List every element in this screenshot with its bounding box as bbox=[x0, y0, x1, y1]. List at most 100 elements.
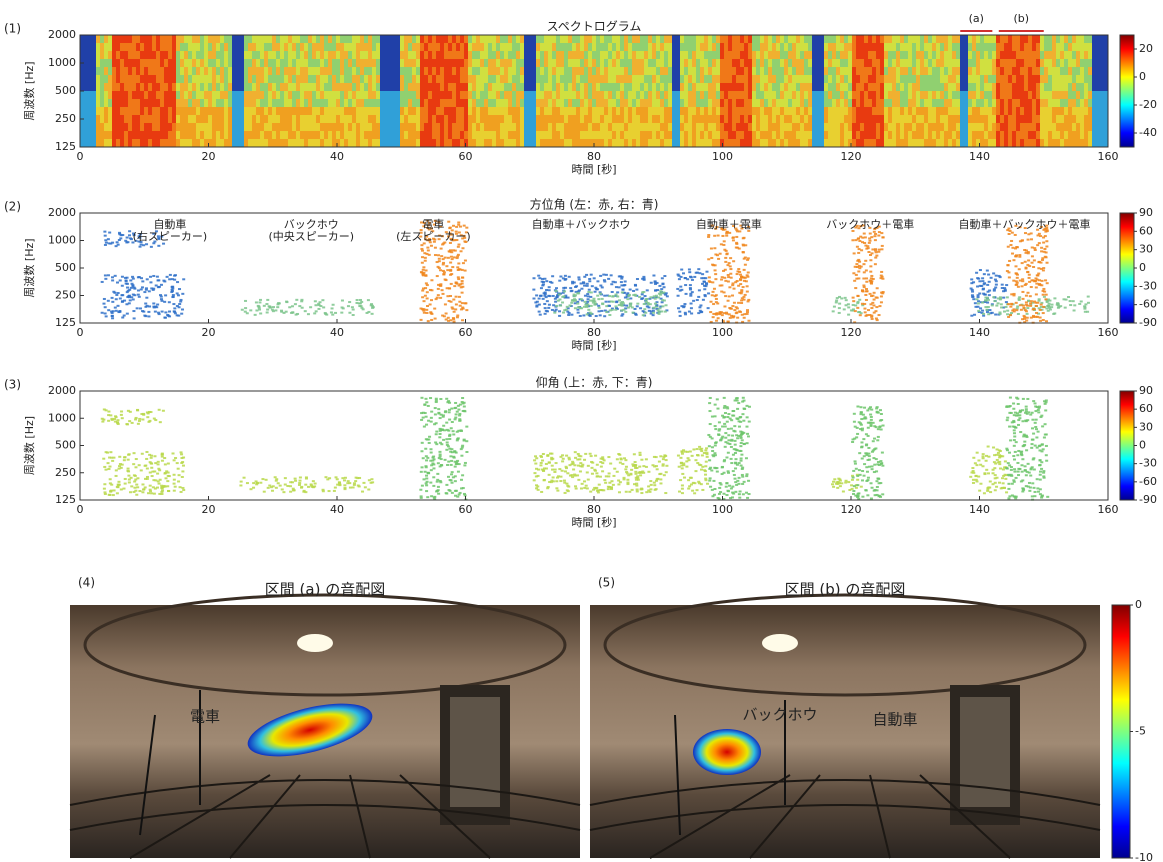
spectrogram-cell bbox=[884, 99, 888, 108]
spectrogram-cell bbox=[888, 99, 892, 108]
spectrogram-cell bbox=[980, 91, 984, 100]
spectrogram-cell bbox=[660, 139, 664, 148]
spectrogram-cell bbox=[252, 43, 256, 52]
spectrogram-cell bbox=[588, 43, 592, 52]
spectrogram-cell bbox=[772, 51, 776, 60]
estimate-speck bbox=[873, 299, 876, 301]
estimate-speck bbox=[570, 290, 573, 292]
spectrogram-cell bbox=[1012, 107, 1016, 116]
estimate-speck bbox=[683, 303, 686, 305]
spectrogram-cell bbox=[544, 115, 548, 124]
estimate-speck bbox=[453, 256, 456, 258]
spectrogram-cell bbox=[548, 51, 552, 60]
spectrogram-cell bbox=[792, 51, 796, 60]
spectrogram-cell bbox=[1008, 131, 1012, 140]
spectrogram-cell bbox=[496, 115, 500, 124]
spectrogram-cell bbox=[1048, 139, 1052, 148]
spectrogram-cell bbox=[748, 99, 752, 108]
spectrogram-cell bbox=[544, 35, 548, 44]
spectrogram-cell bbox=[176, 107, 180, 116]
spectrogram-cell bbox=[820, 75, 824, 84]
spectrogram-cell bbox=[716, 91, 720, 100]
estimate-speck bbox=[579, 315, 582, 317]
spectrogram-cell bbox=[908, 107, 912, 116]
spectrogram-cell bbox=[260, 115, 264, 124]
spectrogram-cell bbox=[108, 139, 112, 148]
spectrogram-cell bbox=[708, 83, 712, 92]
spectrogram-cell bbox=[1084, 115, 1088, 124]
estimate-speck bbox=[603, 315, 606, 317]
spectrogram-cell bbox=[408, 115, 412, 124]
spectrogram-cell bbox=[504, 131, 508, 140]
estimate-speck bbox=[266, 299, 269, 301]
spectrogram-cell bbox=[616, 59, 620, 68]
spectrogram-cell bbox=[232, 59, 236, 68]
estimate-speck bbox=[171, 288, 174, 290]
spectrogram-cell bbox=[112, 139, 116, 148]
spectrogram-cell bbox=[436, 115, 440, 124]
spectrogram-cell bbox=[228, 139, 232, 148]
estimate-speck bbox=[332, 304, 335, 306]
spectrogram-cell bbox=[596, 107, 600, 116]
estimate-speck bbox=[855, 263, 858, 265]
spectrogram-cell bbox=[920, 115, 924, 124]
spectrogram-cell bbox=[1020, 91, 1024, 100]
spectrogram-cell bbox=[400, 107, 404, 116]
estimate-speck bbox=[577, 312, 580, 314]
spectrogram-cell bbox=[980, 139, 984, 148]
spectrogram-cell bbox=[680, 83, 684, 92]
spectrogram-cell bbox=[944, 35, 948, 44]
spectrogram-cell bbox=[996, 35, 1000, 44]
spectrogram-cell bbox=[444, 139, 448, 148]
estimate-speck bbox=[580, 288, 583, 290]
spectrogram-cell bbox=[436, 91, 440, 100]
spectrogram-cell bbox=[300, 59, 304, 68]
spectrogram-cell bbox=[680, 59, 684, 68]
spectrogram-cell bbox=[692, 123, 696, 132]
spectrogram-cell bbox=[516, 131, 520, 140]
spectrogram-cell bbox=[768, 43, 772, 52]
spectrogram-cell bbox=[900, 131, 904, 140]
estimate-speck bbox=[565, 309, 568, 311]
estimate-speck bbox=[616, 291, 619, 293]
spectrogram-cell bbox=[728, 43, 732, 52]
spectrogram-cell bbox=[608, 107, 612, 116]
spectrogram-cell bbox=[316, 115, 320, 124]
spectrogram-cell bbox=[844, 131, 848, 140]
spectrogram-cell bbox=[792, 43, 796, 52]
spectrogram-cell bbox=[104, 43, 108, 52]
spectrogram-cell bbox=[204, 75, 208, 84]
spectrogram-cell bbox=[980, 35, 984, 44]
spectrogram-cell bbox=[128, 139, 132, 148]
spectrogram-cell bbox=[440, 107, 444, 116]
spectrogram-cell bbox=[832, 91, 836, 100]
estimate-speck bbox=[558, 293, 561, 295]
spectrogram-cell bbox=[132, 59, 136, 68]
spectrogram-cell bbox=[768, 75, 772, 84]
spectrogram-cell bbox=[428, 115, 432, 124]
estimate-speck bbox=[561, 296, 564, 298]
spectrogram-cell bbox=[984, 59, 988, 68]
spectrogram-cell bbox=[120, 139, 124, 148]
spectrogram-cell bbox=[116, 59, 120, 68]
spectrogram-cell bbox=[580, 43, 584, 52]
spectrogram-cell bbox=[388, 123, 392, 132]
estimate-speck bbox=[246, 312, 249, 314]
spectrogram-cell bbox=[376, 123, 380, 132]
spectrogram-cell bbox=[860, 67, 864, 76]
spectrogram-cell bbox=[504, 115, 508, 124]
spectrogram-cell bbox=[304, 75, 308, 84]
estimate-speck bbox=[177, 294, 180, 296]
spectrogram-cell bbox=[620, 139, 624, 148]
spectrogram-cell bbox=[384, 75, 388, 84]
spectrogram-cell bbox=[376, 67, 380, 76]
spectrogram-cell bbox=[1020, 107, 1024, 116]
spectrogram-cell bbox=[1008, 107, 1012, 116]
estimate-speck bbox=[126, 291, 129, 293]
estimate-speck bbox=[612, 281, 615, 283]
spectrogram-cell bbox=[172, 107, 176, 116]
spectrogram-cell bbox=[564, 51, 568, 60]
spectrogram-cell bbox=[120, 91, 124, 100]
estimate-speck bbox=[450, 283, 453, 285]
spectrogram-cell bbox=[1032, 75, 1036, 84]
